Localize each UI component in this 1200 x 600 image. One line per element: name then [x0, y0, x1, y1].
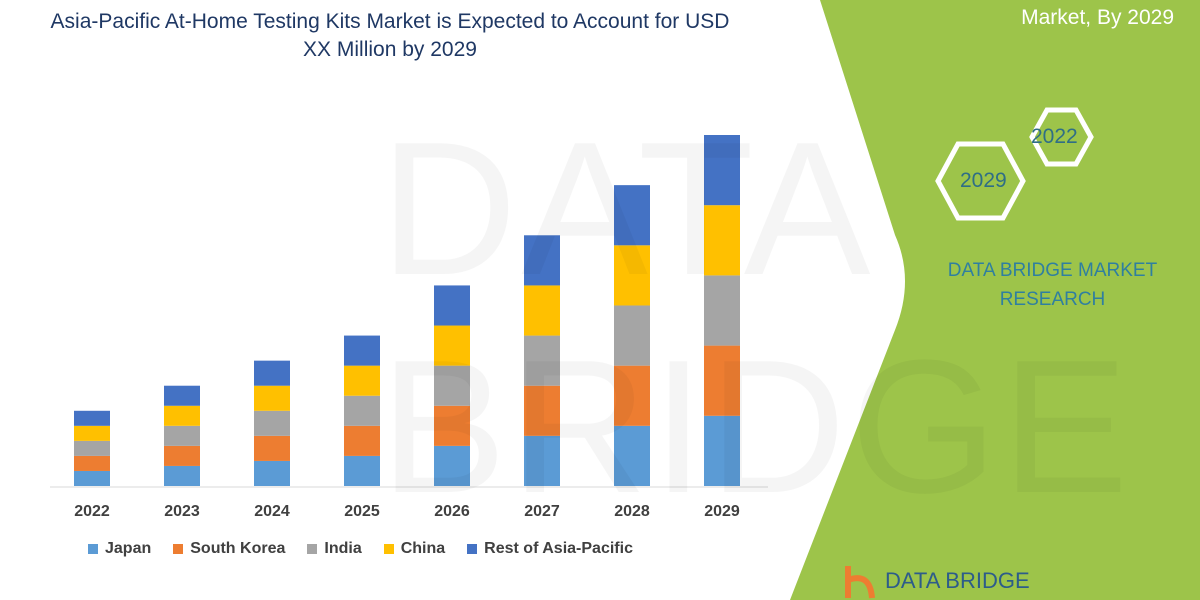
- legend-swatch: [173, 544, 184, 554]
- legend: Japan South Korea India China Rest of As…: [88, 540, 633, 558]
- hex-year-2029: 2029: [960, 169, 1007, 192]
- bar-segment-2022-india: [74, 440, 110, 456]
- bar-segment-2024-south-korea: [254, 435, 290, 461]
- legend-item-india: India: [307, 540, 362, 558]
- legend-swatch: [88, 544, 98, 554]
- bar-segment-2022-rest-of-asia-pacific: [74, 410, 110, 426]
- legend-swatch: [383, 544, 394, 554]
- bar-segment-2027-south-korea: [524, 385, 560, 436]
- x-tick-label: 2028: [614, 503, 650, 520]
- hex-year-2022: 2022: [1031, 125, 1078, 148]
- bar-segment-2023-rest-of-asia-pacific: [164, 385, 200, 406]
- bar-segment-2026-south-korea: [434, 405, 470, 446]
- legend-label: Japan: [105, 540, 152, 557]
- bar-segment-2024-japan: [254, 460, 290, 486]
- bar-segment-2025-south-korea: [344, 425, 380, 456]
- x-tick-label: 2025: [344, 503, 380, 520]
- bar-segment-2025-india: [344, 395, 380, 426]
- legend-item-rest-of-asia-pacific: Rest of Asia-Pacific: [467, 540, 633, 558]
- bar-segment-2023-south-korea: [164, 445, 200, 466]
- green-side-panel: [790, 0, 1200, 600]
- stacked-bar-chart: [74, 135, 740, 486]
- watermark: DATA BRIDGE: [380, 100, 1200, 536]
- bar-segment-2029-japan: [704, 415, 740, 486]
- bar-segment-2024-india: [254, 410, 290, 436]
- bar-segment-2026-india: [434, 365, 470, 406]
- legend-label: India: [324, 540, 362, 557]
- logo-text: DATA BRIDGE: [885, 568, 1030, 593]
- bar-segment-2026-china: [434, 325, 470, 366]
- bar-segment-2028-india: [614, 305, 650, 366]
- legend-item-china: China: [383, 540, 446, 558]
- bar-segment-2027-china: [524, 285, 560, 336]
- bar-segment-2023-india: [164, 425, 200, 446]
- bar-segment-2025-japan: [344, 455, 380, 486]
- bar-segment-2025-rest-of-asia-pacific: [344, 335, 380, 366]
- side-panel-title: Market, By 2029: [1021, 6, 1174, 29]
- bar-segment-2029-china: [704, 205, 740, 276]
- legend-swatch: [467, 544, 478, 554]
- x-tick-label: 2022: [74, 503, 110, 520]
- brand-text: DATA BRIDGE MARKET RESEARCH: [947, 260, 1158, 310]
- hexagon-2029: [935, 141, 1026, 221]
- bar-segment-2023-china: [164, 405, 200, 426]
- bar-segment-2029-rest-of-asia-pacific: [704, 135, 740, 206]
- x-tick-label: 2023: [164, 503, 200, 520]
- legend-label: Rest of Asia-Pacific: [484, 540, 633, 557]
- legend-item-japan: Japan: [88, 540, 151, 558]
- bar-segment-2028-rest-of-asia-pacific: [614, 185, 650, 246]
- x-tick-label: 2029: [704, 503, 740, 520]
- x-tick-label: 2026: [434, 503, 470, 520]
- legend-item-south-korea: South Korea: [173, 540, 285, 558]
- x-tick-label: 2027: [524, 503, 560, 520]
- bar-segment-2024-rest-of-asia-pacific: [254, 360, 290, 386]
- bar-segment-2027-india: [524, 335, 560, 386]
- bar-segment-2022-japan: [74, 470, 110, 486]
- bar-segment-2022-south-korea: [74, 455, 110, 471]
- x-tick-label: 2024: [254, 503, 290, 520]
- bar-segment-2022-china: [74, 425, 110, 441]
- hexagon-2022: [1029, 107, 1094, 167]
- legend-label: South Korea: [190, 540, 286, 557]
- bar-segment-2027-rest-of-asia-pacific: [524, 235, 560, 286]
- bar-segment-2028-south-korea: [614, 365, 650, 426]
- logo-icon: [845, 566, 875, 599]
- bar-segment-2028-japan: [614, 425, 650, 486]
- bar-segment-2024-china: [254, 385, 290, 411]
- bar-segment-2029-south-korea: [704, 345, 740, 416]
- bar-segment-2026-rest-of-asia-pacific: [434, 285, 470, 326]
- chart-title: Asia-Pacific At-Home Testing Kits Market…: [50, 10, 730, 61]
- legend-swatch: [307, 544, 318, 554]
- bar-segment-2029-india: [704, 275, 740, 346]
- bar-segment-2028-china: [614, 245, 650, 306]
- legend-label: China: [400, 540, 446, 557]
- bar-segment-2026-japan: [434, 445, 470, 486]
- bar-segment-2023-japan: [164, 465, 200, 486]
- bar-segment-2027-japan: [524, 435, 560, 486]
- bar-segment-2025-china: [344, 365, 380, 396]
